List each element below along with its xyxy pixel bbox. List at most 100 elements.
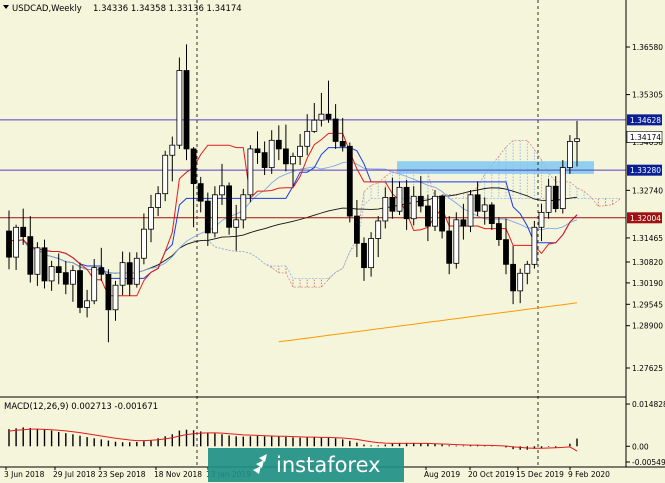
macd-indicator: 0.014828 0.00 -0.005499 bbox=[8, 400, 665, 467]
candle-body bbox=[190, 148, 197, 185]
candle-body bbox=[204, 200, 211, 234]
candle bbox=[48, 260, 55, 291]
candle-body bbox=[91, 267, 98, 302]
candle bbox=[304, 114, 311, 156]
candle bbox=[389, 177, 396, 219]
candle-body bbox=[70, 270, 76, 285]
candle bbox=[268, 130, 275, 174]
candle bbox=[495, 217, 502, 246]
candle bbox=[148, 194, 154, 243]
candle bbox=[290, 152, 296, 187]
candle-body bbox=[290, 155, 296, 165]
candle bbox=[34, 242, 41, 286]
candle bbox=[424, 194, 431, 242]
candle-body bbox=[325, 113, 332, 120]
macd-signal-line bbox=[8, 428, 578, 452]
candle-body bbox=[304, 130, 311, 147]
candle-body bbox=[389, 197, 396, 212]
candle-body bbox=[453, 219, 460, 264]
candle bbox=[332, 104, 339, 149]
candle bbox=[325, 80, 332, 123]
candle bbox=[226, 182, 233, 235]
candle-body bbox=[226, 185, 233, 228]
candle-body bbox=[162, 154, 169, 195]
candle-body bbox=[439, 195, 446, 232]
candle-body bbox=[6, 230, 12, 258]
candle bbox=[91, 259, 98, 305]
candle bbox=[261, 141, 268, 176]
candle-body bbox=[552, 185, 559, 210]
level-label-3: 1.32004 bbox=[630, 214, 661, 223]
candle bbox=[311, 102, 318, 133]
y-tick-label: 1.36580 bbox=[632, 43, 663, 52]
resistance-zone bbox=[397, 161, 594, 174]
candle-body bbox=[446, 230, 453, 264]
candle bbox=[382, 187, 389, 229]
candle bbox=[98, 247, 105, 281]
candle bbox=[453, 212, 460, 269]
candle bbox=[55, 253, 62, 285]
x-tick-label: Aug 2019 bbox=[424, 470, 460, 479]
candle bbox=[112, 280, 119, 321]
candle-body bbox=[155, 193, 162, 208]
candle-body bbox=[233, 219, 240, 228]
candle-body bbox=[183, 70, 190, 150]
candle bbox=[140, 213, 147, 265]
candle-body bbox=[126, 262, 133, 285]
candle-body bbox=[481, 204, 488, 212]
candle-body bbox=[282, 148, 289, 165]
dropdown-arrow-icon[interactable] bbox=[3, 5, 9, 9]
candle-body bbox=[254, 148, 261, 154]
level-label-2: 1.33280 bbox=[630, 166, 661, 175]
candle bbox=[474, 181, 481, 217]
x-tick-label: 20 Oct 2019 bbox=[468, 470, 515, 479]
candle bbox=[133, 252, 140, 288]
candle-body bbox=[261, 152, 268, 168]
candle bbox=[318, 92, 325, 127]
y-tick-label: 1.28900 bbox=[632, 322, 663, 331]
candle bbox=[190, 147, 197, 228]
level-label-2-box bbox=[627, 164, 662, 176]
candle-body bbox=[503, 239, 509, 265]
candle-body bbox=[34, 247, 41, 275]
candle-body bbox=[467, 194, 474, 227]
candle-body bbox=[211, 194, 218, 234]
candle bbox=[62, 260, 69, 295]
candle-body bbox=[197, 183, 204, 202]
x-tick-label: 3 Jun 2018 bbox=[4, 470, 45, 479]
y-tick-label: 1.32740 bbox=[632, 186, 663, 195]
candle-body bbox=[510, 263, 517, 292]
candle-body bbox=[538, 211, 545, 228]
y-tick-label: 1.27625 bbox=[632, 364, 663, 373]
candle-body bbox=[84, 300, 90, 308]
watermark-background bbox=[208, 448, 404, 482]
candle bbox=[538, 203, 545, 242]
candle bbox=[396, 181, 403, 215]
candle-body bbox=[495, 223, 502, 241]
candle bbox=[282, 124, 289, 172]
candle-body bbox=[112, 284, 119, 311]
candle-body bbox=[48, 266, 55, 282]
candle-body bbox=[339, 141, 346, 147]
candle bbox=[219, 163, 225, 205]
candle bbox=[439, 194, 446, 239]
ohlc-values: 1.34336 1.34358 1.33136 1.34174 bbox=[93, 4, 242, 14]
candle-body bbox=[119, 262, 126, 286]
candle bbox=[169, 136, 176, 182]
candle-body bbox=[13, 226, 20, 258]
candle-body bbox=[247, 148, 254, 196]
candle bbox=[105, 269, 112, 343]
candle-body bbox=[318, 113, 325, 121]
candle bbox=[481, 197, 488, 225]
candle bbox=[531, 220, 538, 269]
macd-tick-label: 0.00 bbox=[632, 442, 649, 451]
y-tick-label: 1.31465 bbox=[632, 234, 663, 243]
level-label-1: 1.34628 bbox=[630, 116, 661, 125]
y-tick-label: 1.35305 bbox=[632, 91, 663, 100]
candle bbox=[361, 237, 367, 281]
last-price-box bbox=[626, 131, 663, 143]
candle bbox=[20, 208, 27, 245]
candle bbox=[247, 145, 254, 203]
x-tick-label: 29 Jul 2018 bbox=[53, 470, 96, 479]
